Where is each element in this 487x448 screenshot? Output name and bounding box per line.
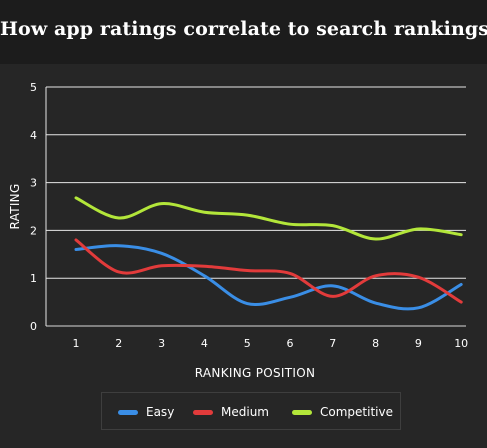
chart-header: How app ratings correlate to search rank… <box>0 0 487 64</box>
y-tick-label: 2 <box>30 224 37 237</box>
legend-swatch-easy <box>118 409 138 415</box>
legend-item-medium[interactable]: Medium <box>193 404 269 420</box>
line-chart: 0 1 2 3 4 5 1 2 3 4 5 6 7 8 9 10 RATING RANKING POSITIO… <box>8 81 468 380</box>
x-tick-label: 4 <box>201 337 208 350</box>
series-lines <box>74 196 463 311</box>
grid-lines <box>45 86 466 327</box>
x-tick-label: 8 <box>372 337 379 350</box>
legend-label-competitive: Competitive <box>320 405 393 419</box>
y-tick-label: 4 <box>30 129 37 142</box>
x-tick-label: 6 <box>287 337 294 350</box>
x-axis-title: RANKING POSITION <box>195 366 315 380</box>
series-line-medium <box>74 238 463 304</box>
legend-label-easy: Easy <box>146 405 175 419</box>
series-line-competitive <box>74 196 463 241</box>
y-tick-label: 0 <box>30 320 37 333</box>
x-tick-label: 5 <box>244 337 251 350</box>
y-tick-label: 1 <box>30 272 37 285</box>
y-tick-label: 5 <box>30 81 37 94</box>
legend-swatch-competitive <box>292 409 312 415</box>
series-line-easy <box>74 244 463 311</box>
y-tick-label: 3 <box>30 177 37 190</box>
x-tick-label: 3 <box>158 337 165 350</box>
chart-title: How app ratings correlate to search rank… <box>0 18 487 40</box>
y-axis-title: RATING <box>8 183 22 229</box>
x-tick-label: 2 <box>115 337 122 350</box>
legend: Easy Medium Competitive <box>101 392 401 430</box>
legend-label-medium: Medium <box>221 405 269 419</box>
legend-swatch-medium <box>193 409 213 415</box>
legend-item-easy[interactable]: Easy <box>118 404 174 420</box>
x-tick-label: 10 <box>454 337 468 350</box>
x-tick-label: 7 <box>329 337 336 350</box>
x-tick-label: 9 <box>415 337 422 350</box>
tick-labels: 0 1 2 3 4 5 1 2 3 4 5 6 7 8 9 10 <box>30 81 468 350</box>
chart-area: 0 1 2 3 4 5 1 2 3 4 5 6 7 8 9 10 RATING RANKING POSITIO… <box>0 64 487 448</box>
x-tick-label: 1 <box>73 337 80 350</box>
legend-item-competitive[interactable]: Competitive <box>292 404 393 420</box>
